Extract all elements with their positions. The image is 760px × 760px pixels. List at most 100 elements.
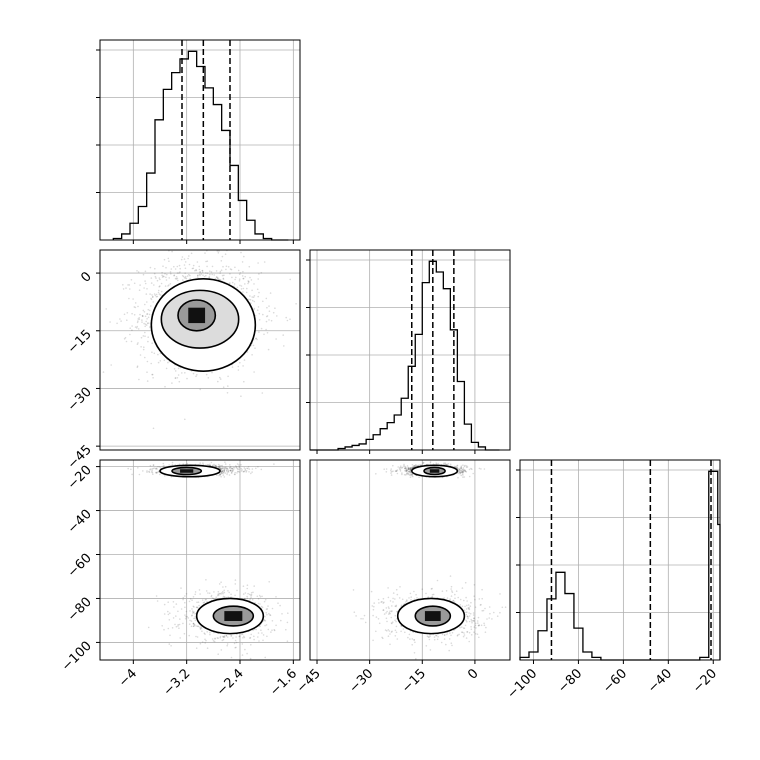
scatter-point — [446, 632, 449, 634]
scatter-point — [130, 340, 133, 343]
scatter-point — [222, 638, 225, 641]
scatter-point — [209, 631, 211, 634]
scatter-point — [462, 471, 464, 473]
scatter-point — [265, 608, 268, 610]
scatter-point — [396, 472, 399, 475]
scatter-point — [153, 467, 155, 470]
scatter-point — [262, 639, 264, 642]
scatter-point — [168, 284, 170, 286]
scatter-point — [220, 581, 222, 583]
scatter-point — [407, 466, 410, 469]
scatter-point — [460, 469, 462, 472]
scatter-point — [127, 467, 129, 470]
scatter-point — [449, 575, 452, 577]
scatter-point — [170, 476, 173, 478]
scatter-point — [460, 471, 463, 474]
scatter-point — [470, 620, 473, 622]
scatter-point — [458, 469, 461, 471]
scatter-point — [390, 616, 393, 619]
scatter-point — [159, 294, 162, 296]
scatter-point — [196, 636, 199, 638]
scatter-point — [136, 327, 138, 329]
scatter-point — [481, 588, 483, 591]
scatter-point — [262, 634, 265, 636]
scatter-point — [184, 595, 186, 597]
scatter-point — [373, 602, 376, 604]
scatter-point — [460, 466, 463, 469]
scatter-point — [394, 470, 397, 472]
scatter-point — [195, 647, 198, 649]
scatter-point — [164, 272, 166, 275]
scatter-point — [219, 474, 221, 476]
scatter-point — [169, 612, 171, 614]
scatter-point — [230, 635, 232, 637]
scatter-point — [224, 463, 227, 465]
scatter-point — [204, 633, 206, 635]
scatter-point — [420, 464, 422, 466]
scatter-point — [150, 305, 152, 307]
scatter-point — [175, 615, 177, 617]
scatter-point — [150, 298, 153, 301]
scatter-point — [155, 471, 158, 474]
scatter-point — [152, 301, 154, 303]
scatter-point — [137, 342, 139, 344]
scatter-point — [186, 615, 188, 618]
scatter-point — [246, 595, 248, 598]
scatter-point — [136, 366, 139, 369]
scatter-point — [186, 462, 189, 465]
scatter-point — [227, 596, 229, 598]
scatter-point — [217, 593, 219, 595]
scatter-point — [227, 385, 229, 387]
scatter-point — [236, 467, 238, 470]
scatter-point — [211, 265, 214, 268]
scatter-point — [193, 624, 196, 626]
scatter-point — [201, 270, 204, 272]
scatter-point — [253, 300, 256, 303]
scatter-point — [413, 639, 416, 641]
scatter-point — [237, 269, 240, 272]
scatter-point — [461, 470, 464, 472]
scatter-point — [460, 474, 463, 477]
scatter-point — [174, 277, 177, 280]
scatter-point — [413, 464, 415, 467]
scatter-point — [217, 277, 219, 280]
scatter-point — [184, 261, 187, 263]
scatter-point — [244, 469, 247, 472]
scatter-point — [184, 277, 187, 279]
scatter-point — [222, 472, 225, 474]
scatter-point — [255, 337, 257, 340]
scatter-point — [413, 465, 416, 467]
scatter-point — [238, 280, 241, 282]
scatter-point — [146, 313, 149, 315]
scatter-point — [184, 617, 187, 620]
scatter-point — [194, 593, 196, 596]
scatter-point — [155, 277, 157, 279]
scatter-point — [176, 277, 179, 280]
scatter-point — [462, 476, 464, 478]
scatter-point — [395, 588, 398, 591]
scatter-point — [195, 635, 197, 638]
scatter-point — [223, 468, 226, 471]
scatter-point — [213, 464, 216, 467]
scatter-point — [405, 467, 408, 470]
scatter-point — [405, 469, 408, 471]
scatter-point — [253, 585, 255, 587]
scatter-point — [258, 331, 260, 333]
scatter-point — [459, 471, 462, 474]
scatter-point — [237, 365, 240, 368]
scatter-point — [154, 267, 156, 270]
scatter-point — [160, 290, 163, 293]
scatter-point — [241, 469, 243, 471]
scatter-point — [157, 466, 159, 468]
scatter-point — [405, 469, 408, 472]
scatter-point — [226, 467, 228, 470]
scatter-point — [206, 631, 208, 633]
scatter-point — [156, 279, 159, 282]
scatter-point — [478, 467, 481, 470]
scatter-point — [194, 269, 196, 272]
scatter-point — [105, 308, 107, 310]
scatter-point — [195, 606, 198, 609]
scatter-point — [444, 634, 446, 636]
scatter-point — [462, 471, 464, 474]
scatter-point — [409, 467, 412, 469]
